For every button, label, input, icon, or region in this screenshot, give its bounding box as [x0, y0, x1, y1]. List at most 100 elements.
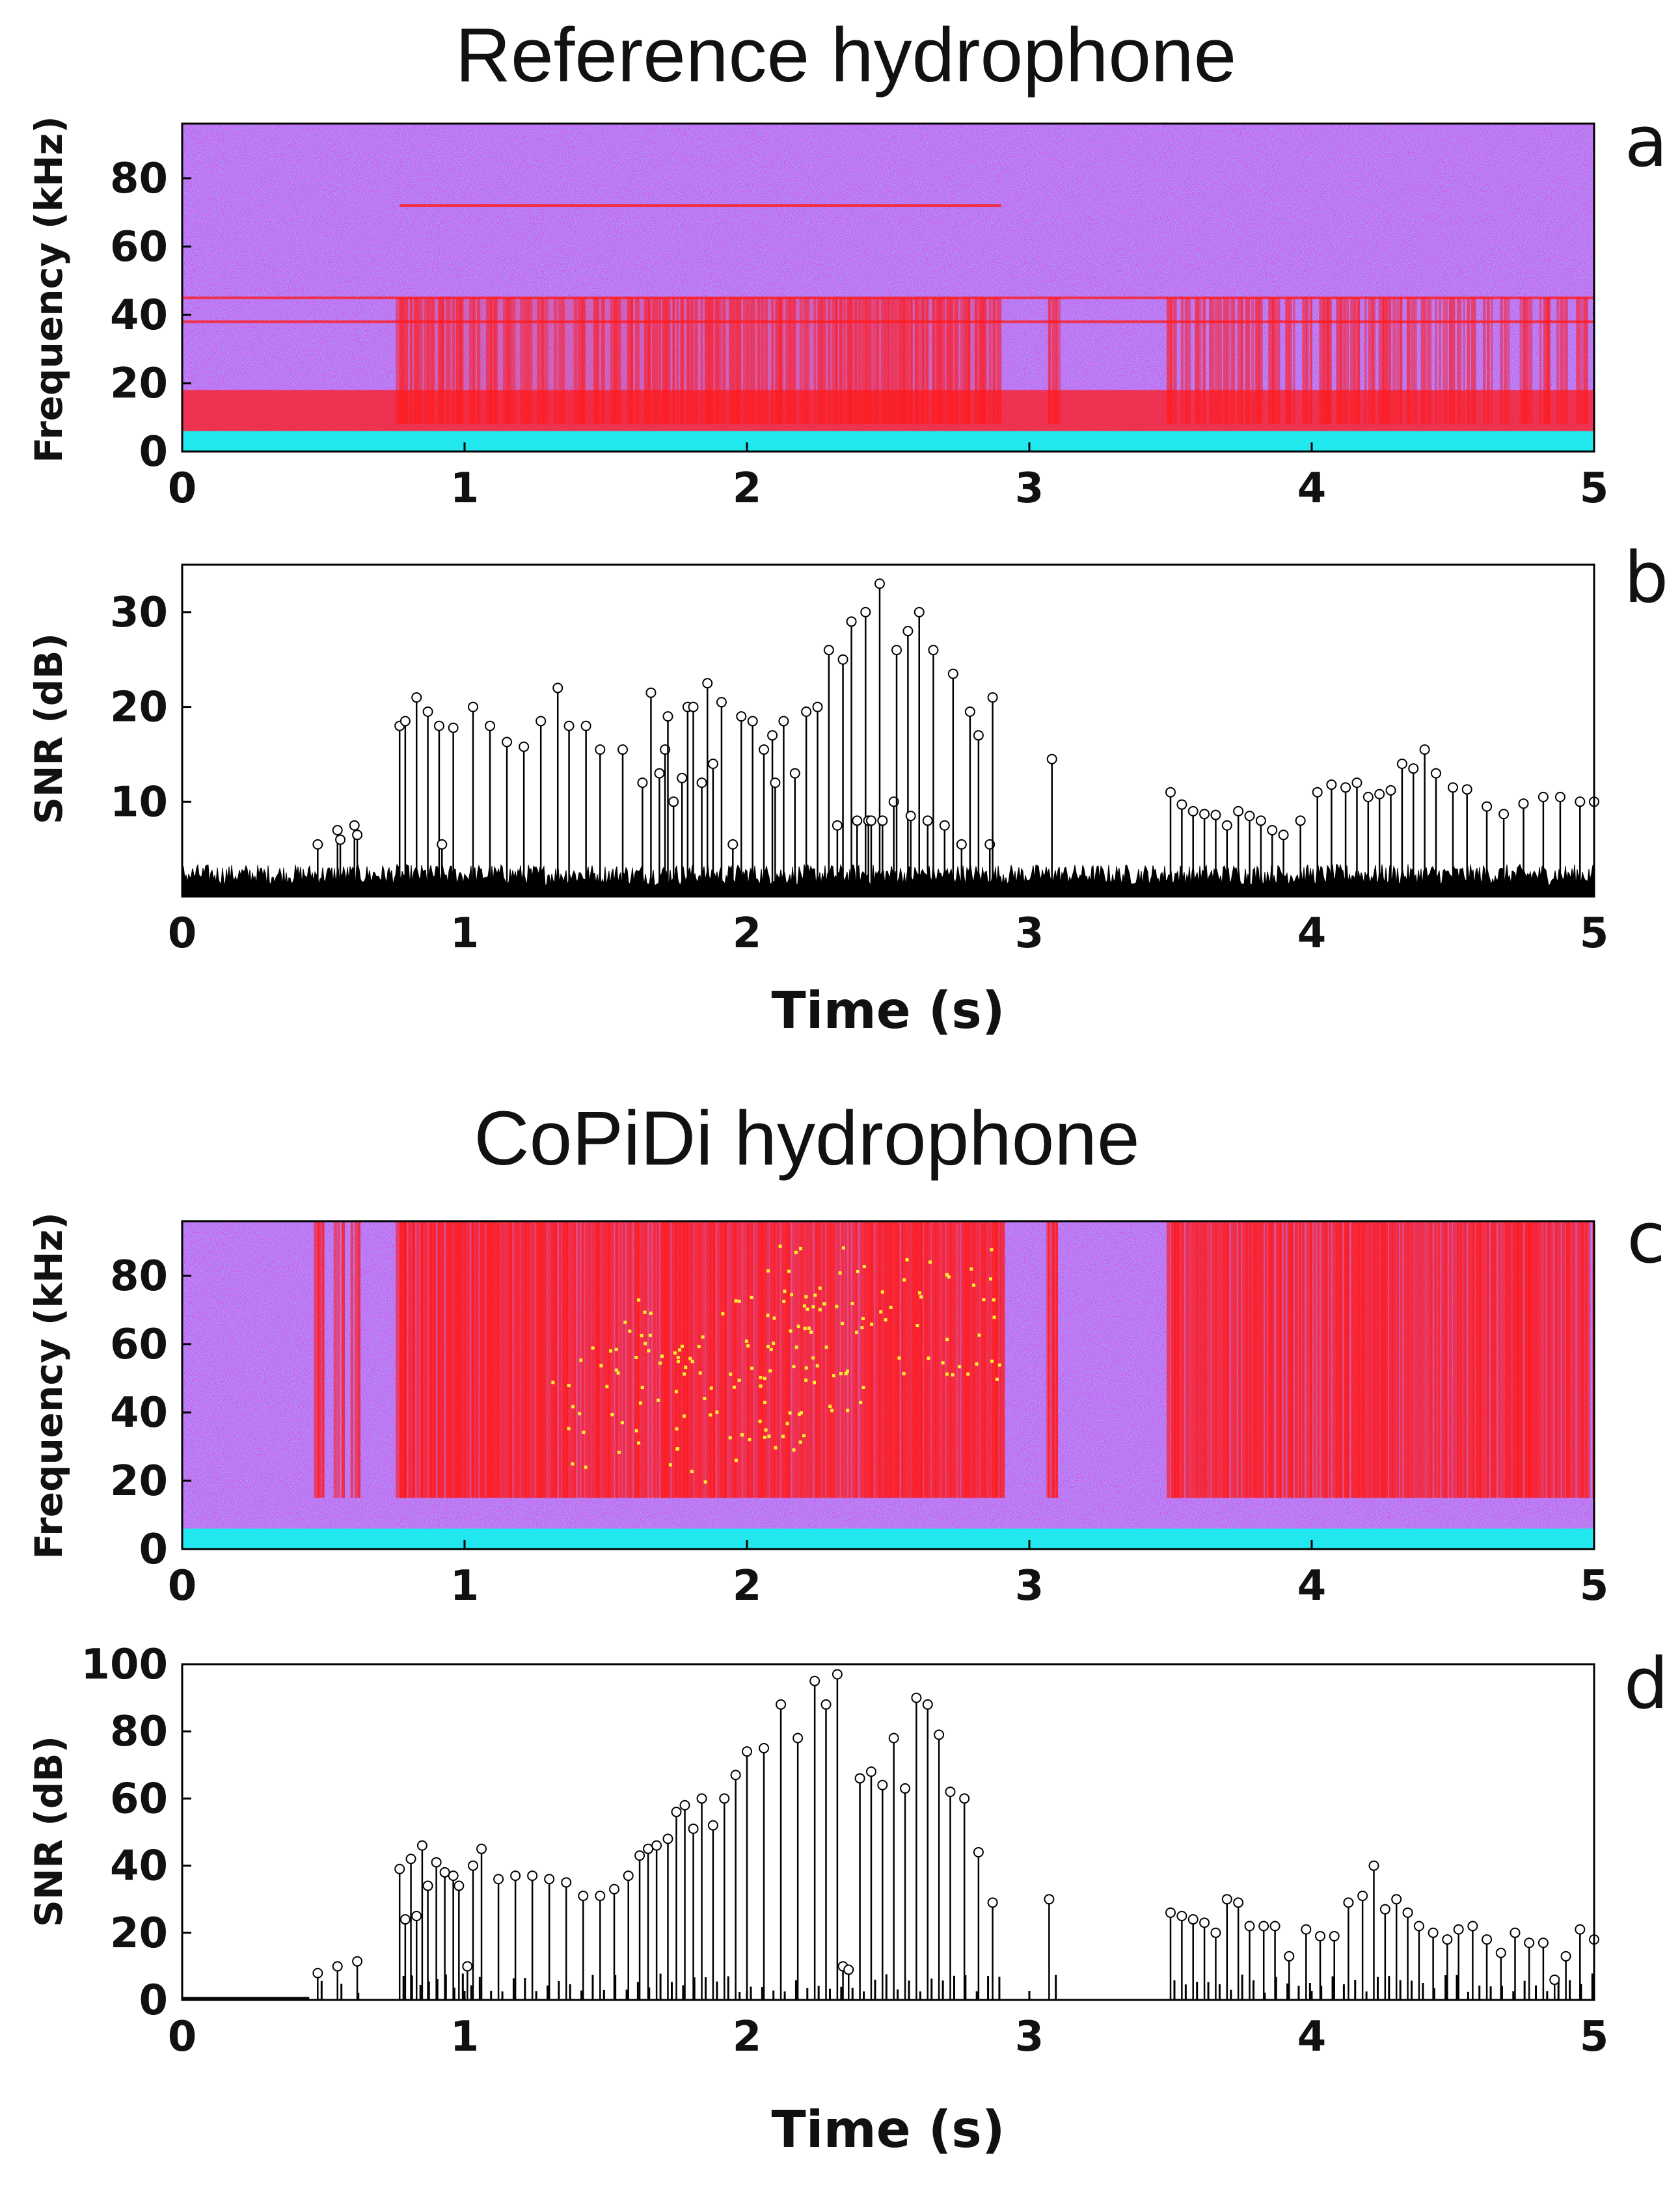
spectral-peak-dot [614, 1368, 618, 1372]
spectral-peak-dot [879, 1310, 883, 1314]
click-stripe [982, 297, 987, 424]
spectral-peak-dot [845, 1370, 849, 1373]
click-stripe [690, 1221, 694, 1498]
click-stripe [570, 1221, 574, 1498]
click-stripe [912, 1221, 917, 1498]
click-stripe [1329, 1221, 1332, 1498]
spectral-peak-dot [830, 1409, 834, 1412]
click-stripe [1213, 297, 1217, 424]
click-stripe [878, 1221, 882, 1498]
click-stripe [1547, 1221, 1551, 1498]
y-tick-label: 30 [110, 589, 168, 637]
tonal-line [400, 204, 1001, 207]
click-stripe [562, 1221, 569, 1498]
click-stripe [1524, 1221, 1530, 1498]
click-stripe [1428, 297, 1432, 424]
snr-peak-marker [865, 1766, 876, 1777]
click-stripe [1543, 297, 1549, 424]
click-stripe [708, 297, 714, 424]
spectral-peak-dot [966, 1372, 970, 1376]
spectral-peak-dot [750, 1366, 753, 1370]
spectral-peak-dot [766, 1269, 770, 1273]
click-stripe [793, 297, 796, 424]
click-stripe [1306, 297, 1310, 424]
click-stripe [1048, 297, 1051, 424]
snr-peak-marker [1549, 1975, 1560, 1986]
spectral-peak-dot [841, 1321, 845, 1325]
click-stripe [1539, 297, 1542, 424]
snr-peak-marker [1351, 777, 1362, 789]
spectral-peak-dot [640, 1334, 644, 1338]
click-stripe [487, 1221, 493, 1498]
click-stripe [712, 1221, 716, 1498]
x-tick-label: 4 [1297, 465, 1327, 513]
click-stripe [1289, 297, 1293, 424]
click-stripe [991, 1221, 997, 1498]
click-stripe [803, 297, 808, 424]
click-stripe [577, 297, 583, 424]
click-stripe [992, 297, 996, 424]
click-stripe [502, 1221, 506, 1498]
click-stripe [1410, 297, 1415, 424]
y-tick-label: 0 [139, 428, 168, 476]
spectral-peak-dot [737, 1379, 741, 1383]
snr-peak-marker [332, 1961, 343, 1972]
click-stripe [1580, 1221, 1584, 1498]
click-stripe [543, 1221, 547, 1498]
click-stripe [1457, 1221, 1462, 1498]
snr-peak-marker [312, 839, 323, 850]
spectral-peak-dot [744, 1339, 748, 1343]
click-stripe [477, 297, 481, 424]
click-stripe [1508, 297, 1510, 424]
click-stripe [1323, 297, 1329, 424]
click-stripe [452, 297, 455, 424]
snr-peak-marker [1210, 809, 1221, 820]
click-stripe [607, 1221, 612, 1498]
click-stripe [1219, 1221, 1224, 1498]
click-stripe [1167, 297, 1172, 424]
spectral-peak-dot [684, 1366, 688, 1370]
click-stripe [828, 297, 831, 424]
spectral-peak-dot [787, 1269, 791, 1273]
click-stripe [490, 297, 495, 424]
spectral-peak-dot [880, 1290, 884, 1294]
snr-peak-marker [716, 697, 727, 708]
click-stripe [498, 1221, 504, 1498]
click-stripe [507, 297, 511, 424]
plot-frame-b [181, 563, 1595, 898]
snr-peak-marker [671, 1807, 682, 1818]
y-tick-label: 20 [110, 360, 168, 408]
spectral-peak-dot [673, 1351, 677, 1355]
click-stripe [1256, 1221, 1263, 1498]
spectral-peak-dot [614, 1347, 618, 1351]
snr-peak-marker [519, 741, 530, 752]
click-stripe [683, 1221, 689, 1498]
spectral-peak-dot [690, 1470, 694, 1474]
snr-peak-marker [1357, 1891, 1368, 1902]
click-stripe [1539, 1221, 1543, 1498]
y-tick-label: 20 [110, 1457, 168, 1505]
click-stripe [1340, 297, 1345, 424]
spectral-peak-dot [768, 1369, 772, 1373]
click-stripe [1562, 1221, 1565, 1498]
xlabel-d: Time (s) [772, 2101, 1005, 2159]
snr-peak-marker [809, 1675, 820, 1686]
click-stripe [737, 297, 742, 424]
spectral-peak-dot [988, 1277, 992, 1281]
spectral-peak-dot [746, 1344, 750, 1348]
snr-peak-marker [696, 1793, 707, 1804]
snr-peak-marker [1199, 809, 1210, 820]
click-stripe [758, 1221, 763, 1498]
spectral-peak-dot [813, 1381, 817, 1384]
spectral-peak-dot [682, 1414, 686, 1418]
click-stripe [1414, 297, 1417, 424]
spectral-peak-dot [683, 1372, 686, 1376]
click-stripe [358, 1221, 361, 1498]
snr-peak-marker [476, 1843, 487, 1854]
snr-peak-marker [1046, 753, 1057, 764]
spectral-peak-dot [638, 1401, 642, 1405]
noise-floor-band [182, 1528, 1594, 1549]
snr-peak-marker [1575, 796, 1586, 807]
spectral-peak-dot [818, 1286, 822, 1290]
